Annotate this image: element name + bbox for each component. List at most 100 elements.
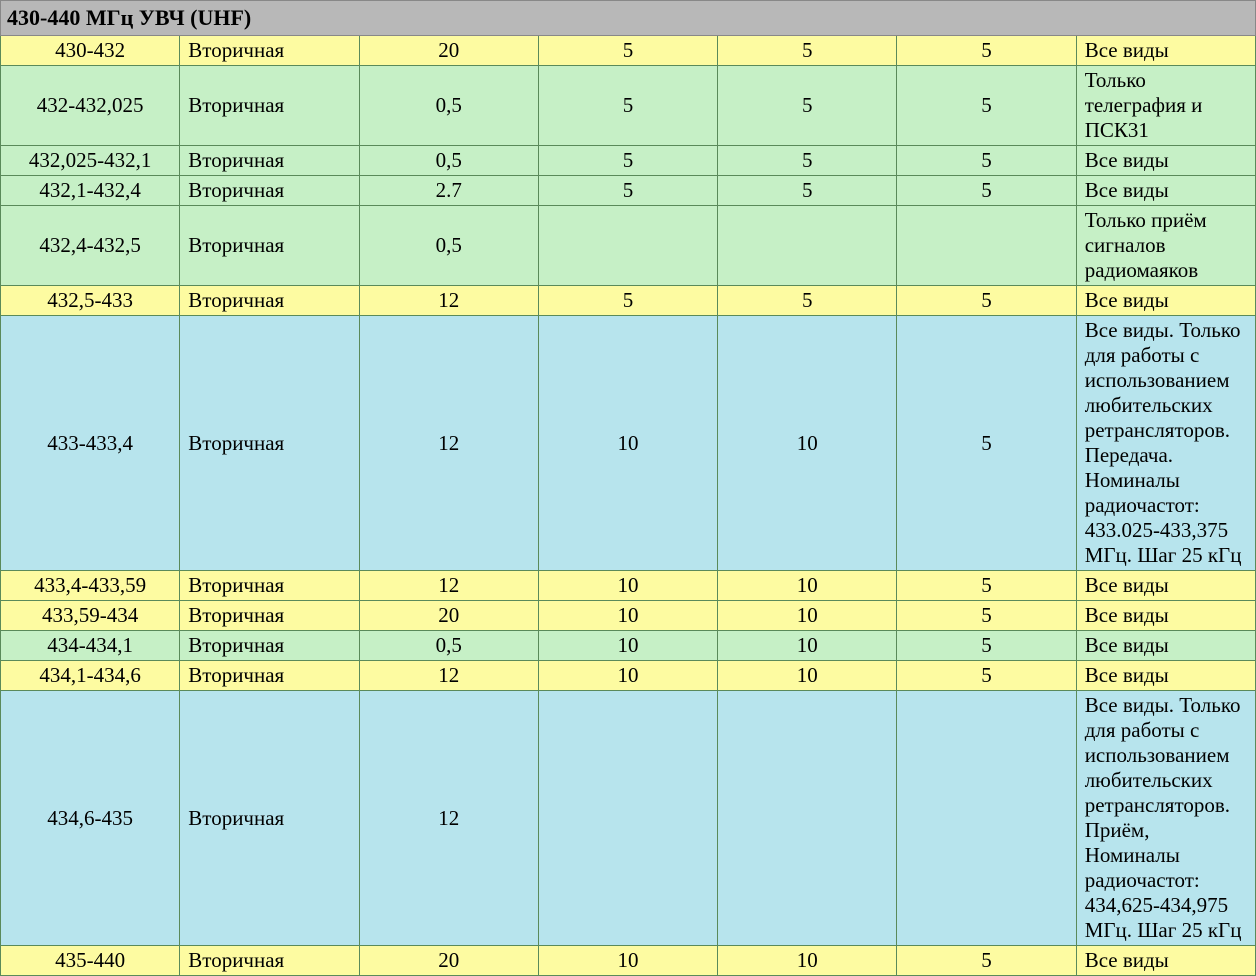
value-cell: 5 [718, 36, 897, 66]
frequency-table: 430-440 МГц УВЧ (UHF) 430-432Вторичная20… [0, 0, 1256, 976]
table-row: 432-432,025Вторичная0,5555Только телегра… [1, 66, 1256, 146]
desc-cell: Все виды [1076, 571, 1255, 601]
type-cell: Вторичная [180, 66, 359, 146]
desc-cell: Все виды [1076, 286, 1255, 316]
value-cell: 5 [718, 286, 897, 316]
freq-cell: 434,6-435 [1, 691, 180, 946]
desc-cell: Все виды [1076, 946, 1255, 976]
value-cell [897, 206, 1076, 286]
value-cell: 10 [538, 631, 717, 661]
freq-cell: 432,1-432,4 [1, 176, 180, 206]
desc-cell: Все виды. Только для работы с использова… [1076, 691, 1255, 946]
value-cell: 5 [897, 601, 1076, 631]
value-cell: 10 [718, 601, 897, 631]
value-cell: 2.7 [359, 176, 538, 206]
value-cell: 5 [538, 176, 717, 206]
table-row: 433,4-433,59Вторичная1210105Все виды [1, 571, 1256, 601]
value-cell: 5 [897, 316, 1076, 571]
value-cell [897, 691, 1076, 946]
type-cell: Вторичная [180, 691, 359, 946]
desc-cell: Все виды [1076, 661, 1255, 691]
value-cell [718, 206, 897, 286]
freq-cell: 434,1-434,6 [1, 661, 180, 691]
value-cell: 5 [538, 286, 717, 316]
table-row: 432,4-432,5Вторичная0,5 Только приём сигн… [1, 206, 1256, 286]
desc-cell: Все виды [1076, 631, 1255, 661]
table-header-row: 430-440 МГц УВЧ (UHF) [1, 1, 1256, 36]
freq-cell: 432,5-433 [1, 286, 180, 316]
value-cell: 0,5 [359, 206, 538, 286]
value-cell: 10 [538, 571, 717, 601]
value-cell: 5 [718, 176, 897, 206]
value-cell: 20 [359, 36, 538, 66]
value-cell: 10 [538, 661, 717, 691]
table-row: 432,025-432,1Вторичная0,5555Все виды [1, 146, 1256, 176]
type-cell: Вторичная [180, 571, 359, 601]
value-cell: 5 [897, 661, 1076, 691]
freq-cell: 433,4-433,59 [1, 571, 180, 601]
table-title: 430-440 МГц УВЧ (UHF) [1, 1, 1256, 36]
type-cell: Вторичная [180, 661, 359, 691]
table-row: 430-432Вторичная20555Все виды [1, 36, 1256, 66]
value-cell [718, 691, 897, 946]
desc-cell: Только телеграфия и ПСК31 [1076, 66, 1255, 146]
value-cell: 0,5 [359, 66, 538, 146]
value-cell: 5 [538, 66, 717, 146]
value-cell: 5 [897, 571, 1076, 601]
value-cell: 5 [718, 146, 897, 176]
desc-cell: Все виды [1076, 36, 1255, 66]
value-cell: 0,5 [359, 146, 538, 176]
type-cell: Вторичная [180, 631, 359, 661]
value-cell: 12 [359, 316, 538, 571]
type-cell: Вторичная [180, 146, 359, 176]
value-cell: 10 [718, 571, 897, 601]
value-cell: 5 [718, 66, 897, 146]
freq-cell: 433-433,4 [1, 316, 180, 571]
freq-cell: 432-432,025 [1, 66, 180, 146]
value-cell: 10 [538, 946, 717, 976]
table-row: 434,1-434,6Вторичная1210105Все виды [1, 661, 1256, 691]
value-cell: 5 [897, 286, 1076, 316]
value-cell: 12 [359, 286, 538, 316]
type-cell: Вторичная [180, 286, 359, 316]
desc-cell: Все виды. Только для работы с использова… [1076, 316, 1255, 571]
value-cell: 10 [718, 316, 897, 571]
value-cell: 5 [538, 146, 717, 176]
type-cell: Вторичная [180, 176, 359, 206]
value-cell: 12 [359, 661, 538, 691]
freq-cell: 433,59-434 [1, 601, 180, 631]
value-cell: 10 [718, 946, 897, 976]
value-cell: 0,5 [359, 631, 538, 661]
value-cell: 5 [897, 146, 1076, 176]
type-cell: Вторичная [180, 316, 359, 571]
value-cell: 5 [897, 176, 1076, 206]
freq-cell: 432,4-432,5 [1, 206, 180, 286]
freq-cell: 432,025-432,1 [1, 146, 180, 176]
value-cell [538, 206, 717, 286]
value-cell: 5 [897, 36, 1076, 66]
type-cell: Вторичная [180, 36, 359, 66]
value-cell: 5 [897, 66, 1076, 146]
table-row: 434,6-435Вторичная12 Все виды. Только для… [1, 691, 1256, 946]
table-row: 433-433,4Вторичная1210105Все виды. Тольк… [1, 316, 1256, 571]
desc-cell: Только приём сигналов радиомаяков [1076, 206, 1255, 286]
freq-cell: 430-432 [1, 36, 180, 66]
type-cell: Вторичная [180, 206, 359, 286]
value-cell: 20 [359, 601, 538, 631]
table-row: 435-440Вторичная2010105Все виды [1, 946, 1256, 976]
table-row: 434-434,1Вторичная0,510105Все виды [1, 631, 1256, 661]
value-cell: 10 [538, 316, 717, 571]
value-cell: 12 [359, 691, 538, 946]
value-cell: 12 [359, 571, 538, 601]
value-cell: 5 [897, 631, 1076, 661]
type-cell: Вторичная [180, 601, 359, 631]
value-cell: 10 [718, 661, 897, 691]
value-cell: 20 [359, 946, 538, 976]
value-cell: 5 [897, 946, 1076, 976]
desc-cell: Все виды [1076, 601, 1255, 631]
value-cell: 5 [538, 36, 717, 66]
desc-cell: Все виды [1076, 146, 1255, 176]
freq-cell: 434-434,1 [1, 631, 180, 661]
type-cell: Вторичная [180, 946, 359, 976]
value-cell: 10 [718, 631, 897, 661]
